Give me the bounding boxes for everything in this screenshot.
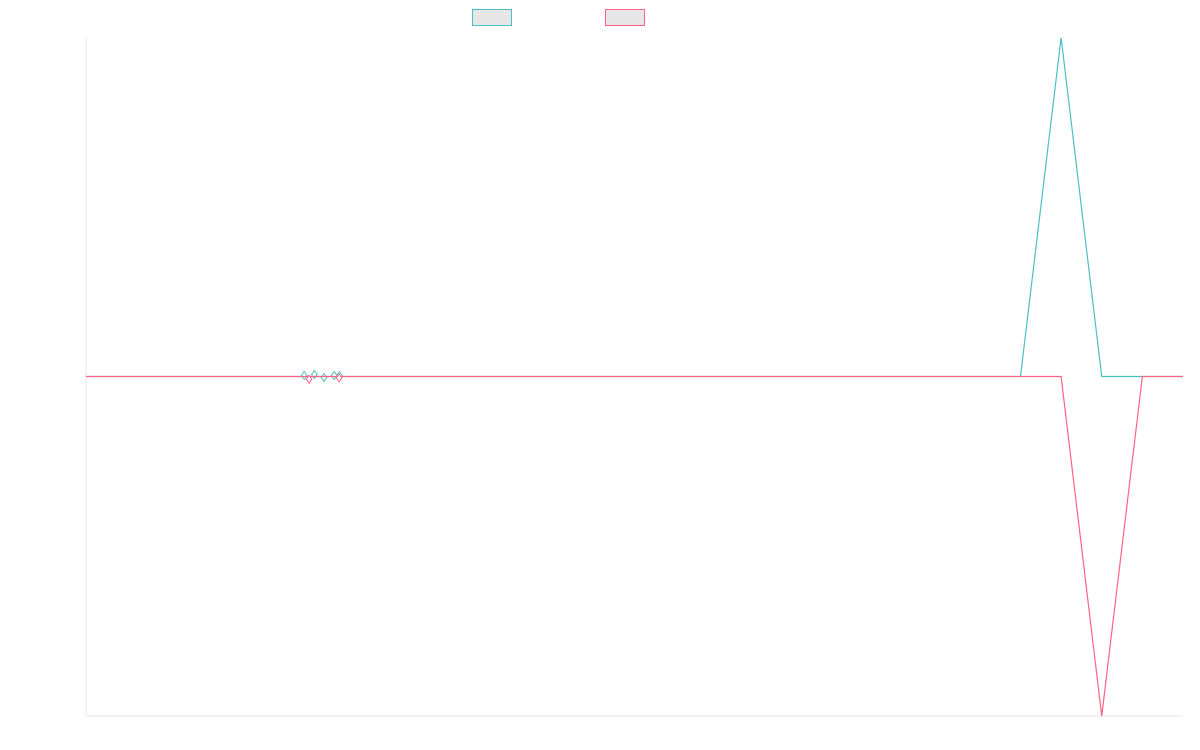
series-group bbox=[86, 37, 1183, 717]
series-2 bbox=[86, 372, 1183, 717]
legend-item-2[interactable] bbox=[605, 9, 645, 26]
series-2-point-2[interactable] bbox=[335, 372, 343, 383]
series-1-point-2[interactable] bbox=[310, 369, 318, 380]
legend[interactable] bbox=[472, 9, 645, 26]
series-1-point-4[interactable] bbox=[330, 370, 338, 381]
series-1-point-3[interactable] bbox=[320, 372, 328, 383]
legend-swatch-1[interactable] bbox=[472, 9, 512, 26]
series-1 bbox=[86, 37, 1183, 383]
series-1-line bbox=[86, 37, 1183, 378]
series-2-line bbox=[86, 375, 1183, 717]
legend-item-1[interactable] bbox=[472, 9, 512, 26]
series-2-point-1[interactable] bbox=[305, 374, 313, 385]
legend-swatch-2[interactable] bbox=[605, 9, 645, 26]
series-1-point-1[interactable] bbox=[300, 370, 308, 381]
